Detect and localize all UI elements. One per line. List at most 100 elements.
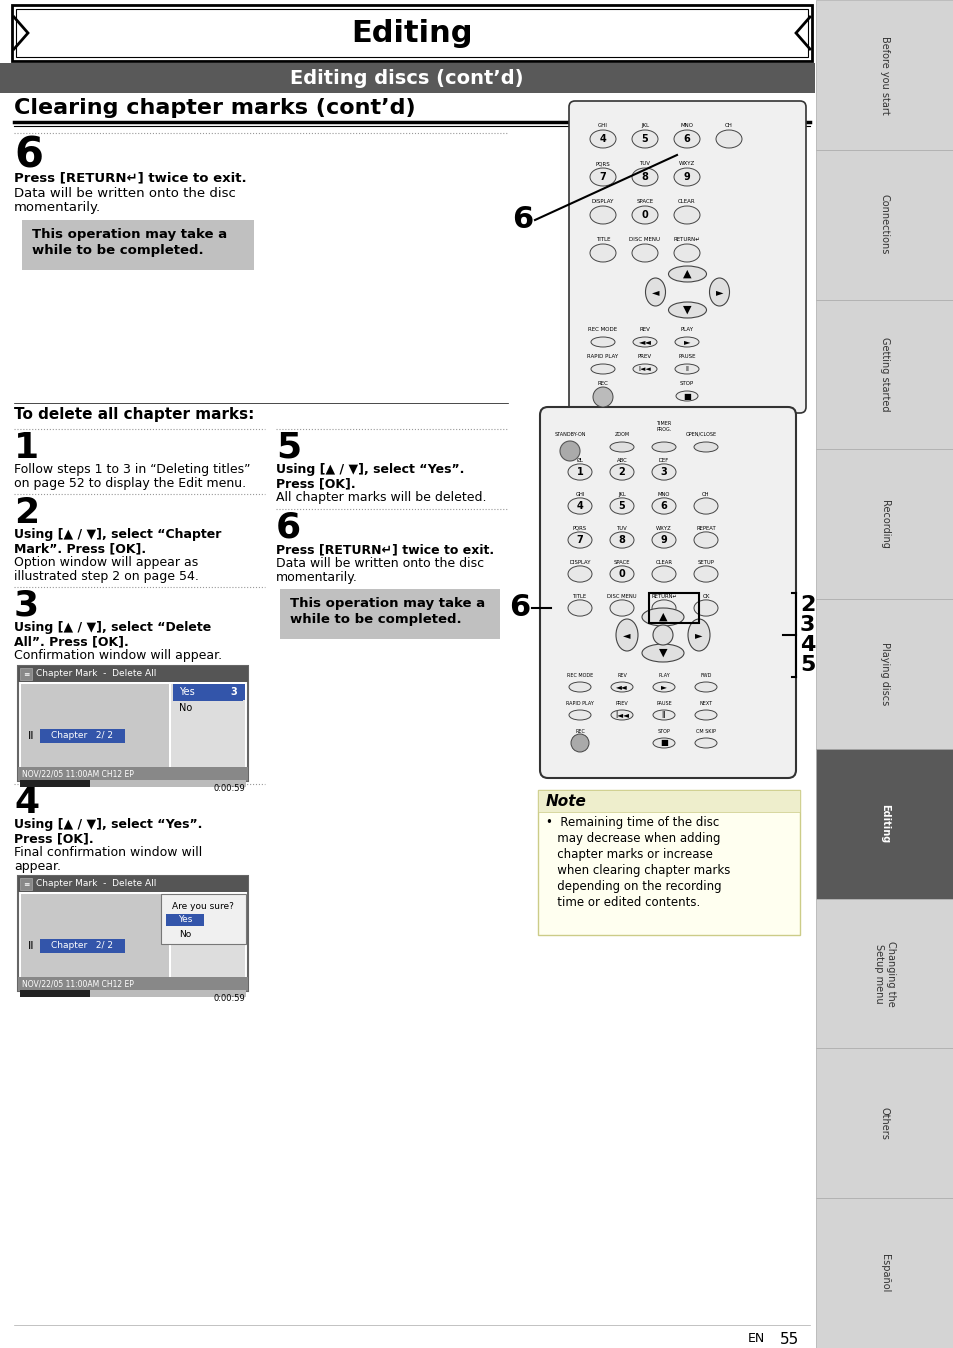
Text: RETURN↵: RETURN↵ [650, 594, 677, 599]
Bar [20, 780, 90, 787]
Ellipse shape [651, 566, 676, 582]
Text: on page 52 to display the Edit menu.: on page 52 to display the Edit menu. [14, 477, 246, 491]
Bar [18, 666, 248, 682]
Circle shape [593, 387, 613, 407]
Text: II: II [684, 367, 688, 372]
Ellipse shape [609, 464, 634, 480]
Text: 7: 7 [576, 535, 583, 545]
Text: 5: 5 [275, 431, 301, 465]
Text: No: No [178, 930, 191, 940]
Text: Editing: Editing [351, 19, 473, 47]
Ellipse shape [687, 619, 709, 651]
Bar [815, 599, 953, 749]
Ellipse shape [631, 168, 658, 186]
Text: Mark”. Press [OK].: Mark”. Press [OK]. [14, 542, 146, 555]
Ellipse shape [609, 566, 634, 582]
Text: DEF: DEF [659, 458, 668, 462]
Text: 9: 9 [659, 535, 667, 545]
Text: momentarily.: momentarily. [14, 201, 101, 214]
Text: CH: CH [724, 123, 732, 128]
Text: Press [OK].: Press [OK]. [14, 832, 93, 845]
Text: CLEAR: CLEAR [655, 559, 672, 565]
Text: Option window will appear as: Option window will appear as [14, 555, 198, 569]
Text: RETURN↵: RETURN↵ [673, 237, 700, 243]
Ellipse shape [695, 710, 717, 720]
Text: 7: 7 [599, 173, 606, 182]
Text: time or edited contents.: time or edited contents. [545, 896, 700, 909]
Text: Chapter   2/ 2: Chapter 2/ 2 [51, 941, 112, 950]
Bar [40, 940, 125, 953]
Bar [222, 683, 245, 700]
Text: REC MODE: REC MODE [588, 328, 617, 332]
Ellipse shape [693, 497, 718, 514]
Text: 1: 1 [576, 466, 583, 477]
Text: 8: 8 [618, 535, 625, 545]
Text: 2: 2 [618, 466, 625, 477]
Bar [280, 589, 499, 639]
Text: Data will be written onto the disc: Data will be written onto the disc [275, 557, 483, 570]
Text: PQRS: PQRS [573, 526, 586, 531]
Text: All chapter marks will be deleted.: All chapter marks will be deleted. [275, 491, 486, 504]
Text: REC: REC [575, 729, 584, 735]
Text: Getting started: Getting started [879, 337, 889, 411]
Text: Using [▲ / ▼], select “Chapter: Using [▲ / ▼], select “Chapter [14, 528, 221, 541]
Text: 9: 9 [683, 173, 690, 182]
Text: Press [RETURN↵] twice to exit.: Press [RETURN↵] twice to exit. [14, 171, 247, 183]
Text: CLEAR: CLEAR [678, 200, 695, 204]
Text: Changing the
Setup menu: Changing the Setup menu [873, 941, 895, 1007]
Bar [815, 1198, 953, 1348]
Bar [171, 683, 245, 767]
Text: 6: 6 [511, 205, 533, 235]
Bar [20, 669, 32, 679]
Bar [20, 780, 246, 787]
Text: ▼: ▼ [659, 648, 666, 658]
Text: REC: REC [597, 381, 608, 386]
Bar [18, 876, 248, 892]
Text: 2: 2 [14, 496, 39, 530]
Text: Confirmation window will appear.: Confirmation window will appear. [14, 648, 222, 662]
Text: Editing discs (cont’d): Editing discs (cont’d) [290, 69, 523, 88]
Ellipse shape [693, 600, 718, 616]
Ellipse shape [709, 278, 729, 306]
Ellipse shape [675, 364, 699, 373]
Text: CM SKIP: CM SKIP [696, 729, 715, 735]
Bar [222, 894, 245, 910]
Text: 3: 3 [659, 466, 667, 477]
Text: OK: OK [701, 594, 709, 599]
Text: SPACE: SPACE [613, 559, 630, 565]
Ellipse shape [631, 129, 658, 148]
Text: II: II [661, 710, 665, 720]
Text: 0: 0 [618, 569, 625, 580]
Text: Clearing chapter marks (cont’d): Clearing chapter marks (cont’d) [14, 98, 416, 119]
Text: Editing: Editing [879, 805, 889, 844]
Text: ABC: ABC [616, 458, 627, 462]
Text: ØL: ØL [576, 458, 583, 462]
Text: ◄: ◄ [651, 287, 659, 297]
Bar [40, 729, 125, 743]
Text: TIMER
PROG.: TIMER PROG. [656, 421, 671, 431]
Text: II: II [28, 941, 34, 950]
Text: TITLE: TITLE [573, 594, 586, 599]
Text: ►: ► [660, 682, 666, 692]
Ellipse shape [716, 129, 741, 148]
Text: OPEN/CLOSE: OPEN/CLOSE [684, 431, 716, 437]
Text: Follow steps 1 to 3 in “Deleting titles”: Follow steps 1 to 3 in “Deleting titles” [14, 462, 251, 476]
Text: Using [▲ / ▼], select “Yes”.: Using [▲ / ▼], select “Yes”. [14, 818, 202, 830]
Text: 0:00:59: 0:00:59 [213, 993, 245, 1003]
Ellipse shape [616, 619, 638, 651]
Text: ≡: ≡ [23, 879, 30, 888]
Bar [537, 790, 800, 811]
Ellipse shape [609, 532, 634, 549]
Text: 3: 3 [800, 615, 815, 635]
Text: 4: 4 [576, 501, 583, 511]
Ellipse shape [567, 497, 592, 514]
Bar [20, 989, 90, 998]
Ellipse shape [631, 244, 658, 262]
Text: 2: 2 [800, 594, 815, 615]
Text: PREV: PREV [638, 355, 652, 359]
Text: 4: 4 [14, 786, 39, 820]
Ellipse shape [675, 337, 699, 346]
Text: 0:00:59: 0:00:59 [213, 785, 245, 793]
Text: II: II [28, 731, 34, 741]
Text: DISPLAY: DISPLAY [591, 200, 614, 204]
